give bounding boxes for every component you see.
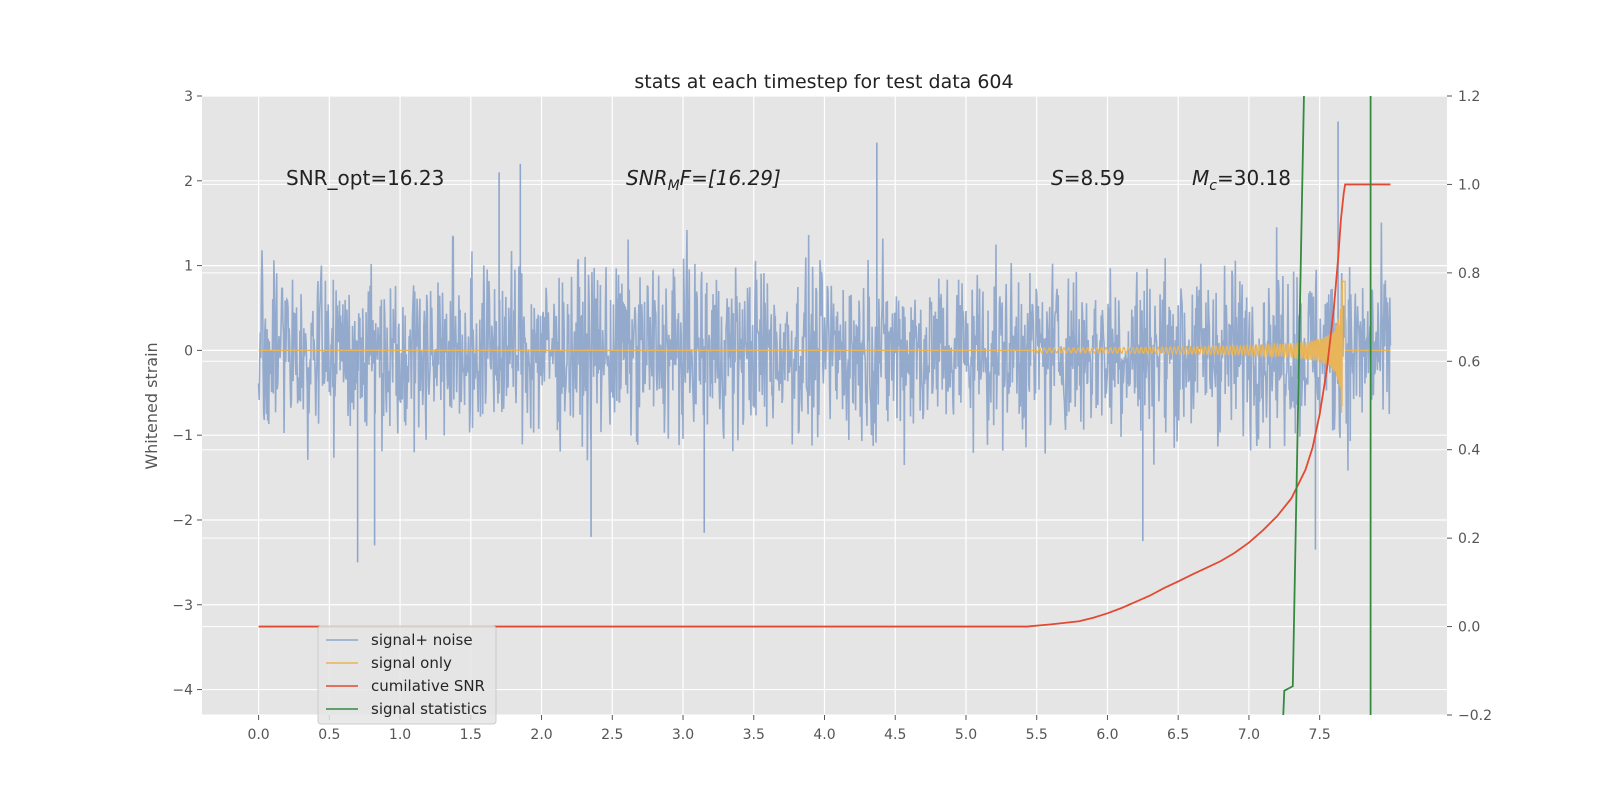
- x-axis-ticks: 0.0 0.5 1.0 1.5 2.0 2.5 3.0 3.5 4.0 4.5 5.0 5.5 6.0 6…: [247, 715, 1331, 743]
- legend: signal+ noise signal only cumilative SNR…: [317, 625, 497, 725]
- x-tick-label: 0.5: [318, 727, 340, 743]
- right-tick-label: 0.4: [1458, 443, 1480, 459]
- annotation-mc-value: =30.18: [1217, 166, 1291, 190]
- x-tick-label: 7.0: [1238, 727, 1260, 743]
- annotation-snr-mf-main: SNR: [626, 166, 668, 190]
- signal-statistics-series: [1282, 96, 1372, 715]
- x-tick-label: 2.0: [530, 727, 552, 743]
- signal-only-series: [258, 280, 1391, 413]
- y-axis-label: Whitened strain: [142, 342, 161, 469]
- annotation-s-value: =8.59: [1064, 166, 1125, 190]
- left-tick-label: 3: [184, 89, 193, 105]
- snr-line: [258, 183, 1391, 628]
- x-tick-label: 7.5: [1309, 727, 1331, 743]
- chart-title: stats at each timestep for test data 604: [634, 71, 1013, 93]
- left-tick-label: −2: [172, 513, 193, 529]
- cumulative-snr-series: [258, 183, 1391, 628]
- right-tick-label: −0.2: [1458, 708, 1492, 724]
- right-y-axis-ticks: 1.2 1.0 0.8 0.6 0.4 0.2 0.0 −0.2: [1447, 89, 1492, 724]
- right-tick-label: 0.6: [1458, 354, 1480, 370]
- annotation-s: S=8.59: [1051, 166, 1125, 190]
- x-tick-label: 6.5: [1167, 727, 1189, 743]
- left-tick-label: 0: [184, 343, 193, 359]
- left-tick-label: 1: [184, 259, 193, 275]
- right-tick-label: 1.2: [1458, 89, 1480, 105]
- x-tick-label: 5.5: [1026, 727, 1048, 743]
- left-y-axis-ticks: 3 2 1 0 −1 −2 −3 −4: [172, 89, 202, 699]
- left-tick-label: 2: [184, 174, 193, 190]
- x-tick-label: 1.0: [389, 727, 411, 743]
- annotation-mc: Mc=30.18: [1192, 166, 1291, 194]
- x-tick-label: 3.5: [743, 727, 765, 743]
- annotation-mc-var: M: [1192, 166, 1209, 190]
- legend-label-noise: signal+ noise: [371, 631, 473, 649]
- left-tick-label: −1: [172, 428, 193, 444]
- x-tick-label: 4.5: [884, 727, 906, 743]
- noise-line: [257, 222, 1392, 471]
- right-tick-label: 0.8: [1458, 266, 1480, 282]
- annotation-snr-mf: SNRMF=[16.29]: [626, 166, 781, 194]
- right-tick-label: 1.0: [1458, 177, 1480, 193]
- stats-line: [1282, 96, 1372, 715]
- signal-line: [258, 280, 1391, 413]
- x-tick-label: 1.5: [460, 727, 482, 743]
- annotation-s-var: S: [1051, 166, 1064, 190]
- x-tick-label: 6.0: [1096, 727, 1118, 743]
- legend-label-snr: cumilative SNR: [371, 677, 485, 695]
- signal-plus-noise-series: [257, 121, 1392, 563]
- annotation-mc-sub: c: [1209, 178, 1217, 194]
- x-tick-label: 4.0: [813, 727, 835, 743]
- left-tick-label: −3: [172, 598, 193, 614]
- right-tick-label: 0.2: [1458, 531, 1480, 547]
- right-tick-label: 0.0: [1458, 620, 1480, 636]
- x-tick-label: 5.0: [955, 727, 977, 743]
- x-tick-label: 3.0: [672, 727, 694, 743]
- annotation-snr-mf-sub: M: [668, 178, 680, 194]
- legend-label-signal: signal only: [371, 654, 452, 672]
- legend-box: [317, 625, 497, 725]
- x-tick-label: 0.0: [247, 727, 269, 743]
- x-tick-label: 2.5: [601, 727, 623, 743]
- annotation-snr-mf-rest: F=[16.29]: [680, 166, 781, 190]
- left-tick-label: −4: [172, 683, 193, 699]
- legend-label-stats: signal statistics: [371, 700, 487, 718]
- annotation-snr-opt: SNR_opt=16.23: [286, 166, 444, 190]
